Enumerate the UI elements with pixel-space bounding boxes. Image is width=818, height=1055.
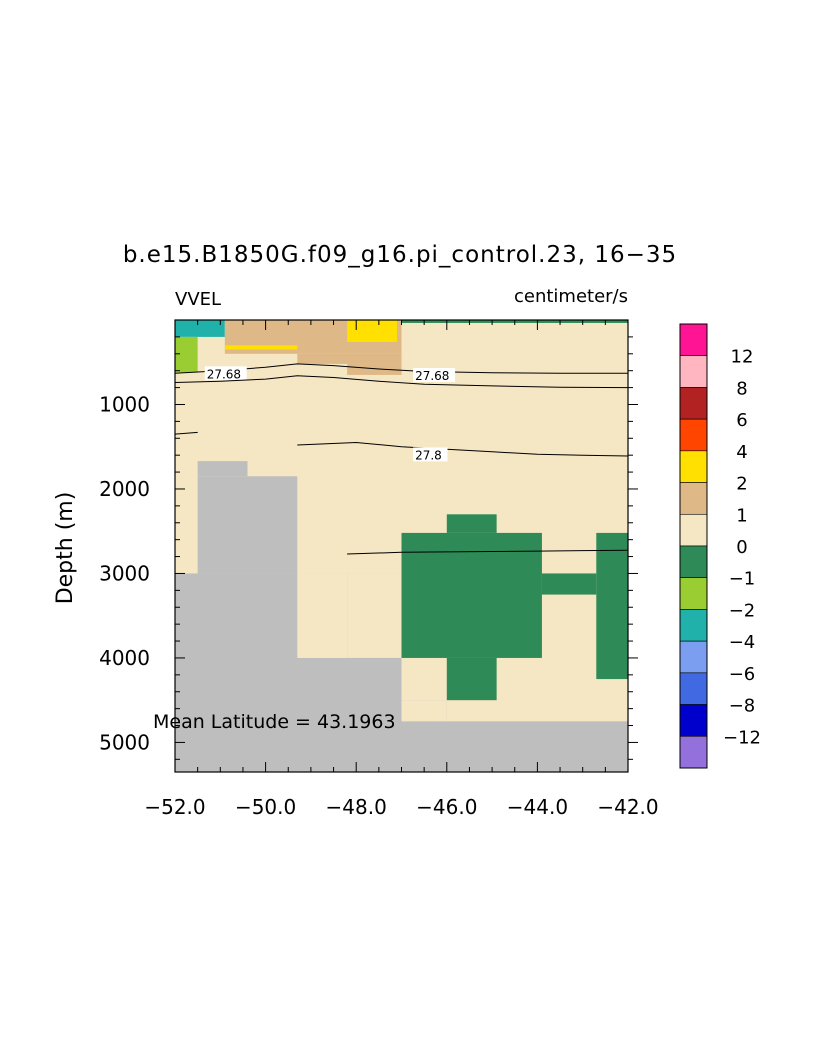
heatmap-cell	[175, 336, 198, 373]
colorbar-swatch	[679, 735, 708, 769]
heatmap-cell	[401, 532, 542, 658]
colorbar-label: 8	[736, 378, 747, 399]
colorbar-swatch	[679, 545, 708, 579]
colorbar: 12 8 6 4 2 1 0 −1 −2 −4 −6 −8 −12	[679, 323, 761, 769]
colorbar-label: −1	[729, 569, 756, 590]
heatmap-cell	[347, 320, 397, 342]
y-tick-label: 4000	[99, 646, 150, 670]
heatmap-cell	[297, 353, 402, 364]
contour-line	[174, 375, 629, 389]
colorbar-swatch	[679, 418, 708, 452]
heatmap-cell	[446, 514, 497, 533]
heatmap-cell	[347, 657, 402, 701]
x-tick-label: −46.0	[416, 795, 477, 819]
contour-label: 27.68	[415, 369, 449, 383]
colorbar-swatch	[679, 609, 708, 642]
colorbar-swatch	[679, 704, 708, 737]
heatmap-cell	[347, 573, 402, 658]
heatmap-cell	[541, 573, 597, 595]
colorbar-label: −8	[729, 696, 756, 717]
contour-line	[174, 431, 198, 435]
y-tick-label: 1000	[99, 392, 150, 416]
heatmap-cell	[347, 363, 402, 375]
colorbar-label: 1	[736, 505, 747, 526]
chart-title: b.e15.B1850G.f09_g16.pi_control.23, 16−3…	[123, 242, 677, 268]
x-tick-label: −44.0	[507, 795, 568, 819]
heatmap-cell	[401, 700, 447, 722]
contour-label-bg	[413, 368, 456, 383]
colorbar-label: 12	[731, 347, 754, 368]
colorbar-swatch	[679, 672, 708, 705]
colorbar-label: 0	[736, 537, 747, 558]
heatmap-cell	[596, 532, 628, 680]
mean-latitude-annotation: Mean Latitude = 43.1963	[153, 711, 396, 733]
heatmap-cell	[175, 320, 225, 337]
contour-label-bg	[413, 447, 448, 462]
colorbar-label: 2	[736, 474, 747, 495]
contour-label: 27.68	[207, 367, 241, 381]
x-tick-label: −52.0	[144, 795, 205, 819]
contour-label-bg	[204, 366, 247, 381]
colorbar-swatch	[679, 513, 708, 547]
x-tick-label: −42.0	[597, 795, 658, 819]
heatmap-cell	[446, 657, 497, 701]
y-tick-label: 3000	[99, 561, 150, 585]
heatmap-cell	[224, 345, 298, 350]
contour-lines: 27.68 27.68 27.8	[174, 363, 629, 555]
colorbar-label: −2	[729, 600, 756, 621]
y-tick-label: 5000	[99, 730, 150, 754]
contour-line	[297, 441, 629, 457]
colorbar-swatch	[679, 482, 708, 515]
colorbar-label: 6	[736, 410, 747, 431]
y-axis-label: Depth (m)	[53, 492, 78, 605]
x-tick-label: −50.0	[235, 795, 296, 819]
heatmap-cell	[197, 476, 298, 574]
colorbar-label: −6	[729, 664, 756, 685]
colorbar-swatch	[679, 323, 708, 357]
contour-line	[347, 549, 629, 555]
colorbar-swatch	[679, 450, 708, 483]
colorbar-swatch	[679, 387, 708, 420]
variable-label: VVEL	[175, 289, 221, 310]
y-tick-label: 2000	[99, 477, 150, 501]
colorbar-swatch	[679, 577, 708, 610]
colorbar-swatch	[679, 355, 708, 388]
heatmap-cell	[197, 461, 248, 477]
axis-ticks: −52.0 −50.0 −48.0 −46.0 −44.0 −42.0 1000 2000 30…	[99, 320, 659, 819]
colorbar-frame	[679, 323, 708, 769]
heatmap-cell	[297, 573, 348, 658]
units-label: centimeter/s	[514, 286, 628, 307]
colorbar-label: 4	[736, 442, 747, 463]
colorbar-label: −4	[729, 632, 756, 653]
colorbar-label: −12	[723, 727, 761, 748]
x-tick-label: −48.0	[326, 795, 387, 819]
colorbar-swatch	[679, 640, 708, 674]
contour-label: 27.8	[415, 448, 442, 462]
heatmap-cells	[175, 320, 628, 772]
